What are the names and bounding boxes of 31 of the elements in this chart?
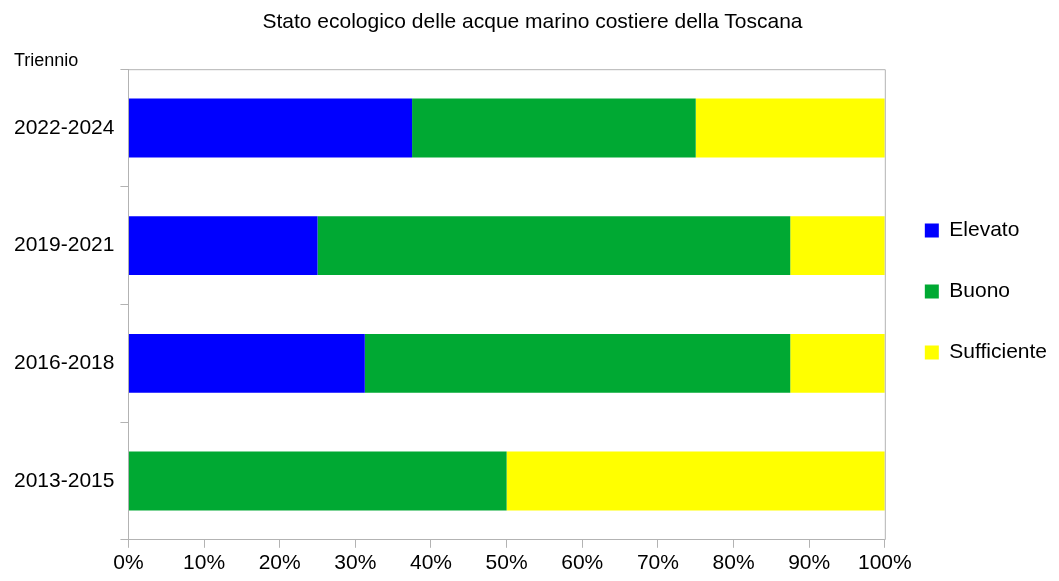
legend-label: Buono <box>949 278 1011 302</box>
bar <box>128 98 413 158</box>
y-tick-label: 2016-2018 <box>13 350 115 374</box>
bar <box>412 98 696 158</box>
bar <box>364 333 791 393</box>
legend-label: Elevato <box>949 217 1020 241</box>
x-tick-label: 50% <box>485 550 528 574</box>
y-tick-label: 2019-2021 <box>13 232 115 256</box>
bar <box>128 333 365 393</box>
bar <box>317 216 791 276</box>
bar <box>128 451 507 511</box>
x-tick-label: 30% <box>334 550 377 574</box>
y-tick-label: 2013-2015 <box>13 467 115 491</box>
bar <box>695 98 885 158</box>
x-tick-label: 80% <box>712 550 755 574</box>
x-tick-label: 40% <box>409 550 452 574</box>
bar <box>128 216 318 276</box>
legend-label: Sufficiente <box>949 339 1048 363</box>
y-tick-label: 2022-2024 <box>13 114 115 138</box>
y-axis-title: Triennio <box>14 50 79 71</box>
x-tick-label: 70% <box>636 550 679 574</box>
x-tick-label: 60% <box>561 550 604 574</box>
bar <box>506 451 885 511</box>
bar <box>790 333 885 393</box>
x-tick-label: 100% <box>857 550 912 574</box>
chart-title: Stato ecologico delle acque marino costiere della Toscana <box>262 9 803 33</box>
x-tick-label: 20% <box>258 550 301 574</box>
bar <box>790 216 885 276</box>
x-tick-label: 90% <box>788 550 831 574</box>
x-tick-label: 0% <box>113 550 144 574</box>
x-tick-label: 10% <box>183 550 226 574</box>
